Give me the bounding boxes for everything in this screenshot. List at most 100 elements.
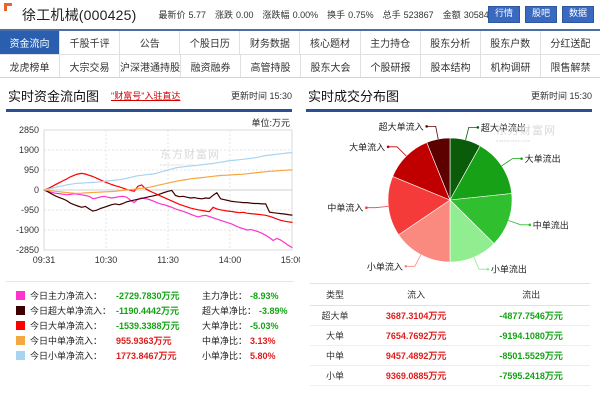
nav-tabs: 资金流向 千股千评 公告 个股日历 财务数据 核心题材 主力持仓 股东分析 股东… [0, 31, 600, 78]
row-inflow: 9457.4892万元 [360, 345, 473, 366]
trade-distribution-title: 实时成交分布图 [308, 88, 400, 104]
fund-flow-panel: 实时资金流向图 "财富号"入驻直达 更新时间 15:30 单位:万元 东方财富网… [0, 78, 303, 386]
table-row: 中单 9457.4892万元 -8501.5529万元 [310, 345, 590, 366]
legend-label-super-large: 今日超大单净流入： [30, 306, 112, 316]
legend-ratio-label-medium: 中单净比： [202, 336, 248, 346]
quote-label-0: 最新价 [158, 10, 186, 20]
row-outflow: -7595.2418万元 [472, 365, 590, 386]
tab-financial-data[interactable]: 财务数据 [240, 31, 301, 54]
flow-table: 类型 流入 流出 超大单 3687.3104万元 -4877.7546万元 大单… [310, 283, 590, 386]
row-type: 中单 [310, 345, 361, 366]
tab-shareholder-count[interactable]: 股东户数 [480, 31, 541, 54]
quote-value-1: 0.00 [236, 10, 254, 20]
legend-value-small: 1773.8467万元 [116, 351, 177, 361]
tab-announcements[interactable]: 公告 [120, 31, 181, 54]
legend-value-super-large: -1190.4442万元 [116, 306, 180, 316]
row-inflow: 9369.0885万元 [360, 365, 473, 386]
tab-block-trades[interactable]: 大宗交易 [60, 55, 120, 77]
table-row: 超大单 3687.3104万元 -4877.7546万元 [310, 305, 590, 326]
update-time: 15:30 [569, 90, 592, 101]
fund-flow-title: 实时资金流向图 [8, 88, 100, 104]
svg-text:09:31: 09:31 [33, 255, 56, 265]
quote-button[interactable]: 行情 [487, 6, 520, 23]
legend-row: 今日主力净流入： -2729.7830万元 主力净比： -8.93% [16, 288, 288, 303]
data-button[interactable]: 数据 [561, 6, 594, 23]
svg-text:11:30: 11:30 [157, 255, 179, 265]
tab-main-holdings[interactable]: 主力持仓 [360, 31, 421, 54]
table-header-row: 类型 流入 流出 [310, 283, 590, 306]
svg-text:超大单流入: 超大单流入 [379, 121, 424, 132]
update-time: 15:30 [269, 90, 292, 101]
legend-ratio-value-small: 5.80% [250, 350, 276, 361]
legend-ratio-value-super-large: -3.89% [259, 305, 288, 316]
tab-core-themes[interactable]: 核心题材 [300, 31, 361, 54]
legend-label-small: 今日小单净流入： [30, 351, 103, 361]
tab-stock-review[interactable]: 千股千评 [60, 31, 121, 54]
quote-value-3: 0.75% [348, 10, 374, 20]
stock-title: 徐工机械(000425) [22, 6, 137, 23]
col-type: 类型 [310, 283, 361, 306]
row-inflow: 7654.7692万元 [360, 325, 473, 346]
svg-text:2850: 2850 [19, 125, 39, 135]
legend-swatch-medium [16, 336, 25, 345]
legend-ratio-label-small: 小单净比： [202, 351, 248, 361]
tab-shareholder-analysis[interactable]: 股东分析 [420, 31, 481, 54]
tab-fund-flow[interactable]: 资金流向 [0, 31, 61, 54]
quote-strip: 最新价 5.77 涨跌 0.00 涨跌幅 0.00% 换手 0.75% 总手 5… [158, 8, 516, 21]
tab-shareholder-meeting[interactable]: 股东大会 [301, 55, 361, 77]
legend-swatch-large [16, 321, 25, 330]
row-inflow: 3687.3104万元 [360, 305, 473, 326]
trade-distribution-update: 更新时间 15:30 [531, 89, 592, 102]
fund-flow-update: 更新时间 15:30 [231, 89, 292, 102]
panels-container: 实时资金流向图 "财富号"入驻直达 更新时间 15:30 单位:万元 东方财富网… [0, 78, 600, 386]
page-header: 徐工机械(000425) 最新价 5.77 涨跌 0.00 涨跌幅 0.00% … [0, 0, 600, 31]
svg-text:10:30: 10:30 [95, 255, 118, 265]
svg-text:-1900: -1900 [16, 225, 39, 235]
legend-swatch-super-large [16, 306, 25, 315]
legend-swatch-small [16, 351, 25, 360]
tab-connect-holdings[interactable]: 沪深港通持股 [120, 55, 181, 77]
legend-ratio-value-main: -8.93% [250, 290, 279, 301]
forum-button[interactable]: 股吧 [524, 6, 557, 23]
table-row: 小单 9369.0885万元 -7595.2418万元 [310, 365, 590, 386]
tab-equity-structure[interactable]: 股本结构 [421, 55, 481, 77]
svg-text:超大单流出: 超大单流出 [481, 122, 526, 133]
tab-institution-research[interactable]: 机构调研 [481, 55, 541, 77]
svg-text:0: 0 [34, 185, 39, 195]
trade-distribution-header: 实时成交分布图 更新时间 15:30 [300, 82, 600, 108]
quote-label-5: 金额 [442, 10, 461, 20]
legend-value-main: -2729.7830万元 [116, 291, 180, 301]
legend-ratio-label-main: 主力净比： [202, 291, 248, 301]
svg-text:大单流入: 大单流入 [349, 141, 385, 152]
row-type: 大单 [310, 325, 361, 346]
fund-flow-header: 实时资金流向图 "财富号"入驻直达 更新时间 15:30 [0, 82, 300, 108]
fund-flow-legend: 今日主力净流入： -2729.7830万元 主力净比： -8.93% 今日超大单… [6, 281, 294, 363]
update-label: 更新时间 [530, 90, 567, 101]
svg-text:15:00: 15:00 [281, 255, 300, 265]
row-outflow: -8501.5529万元 [472, 345, 590, 366]
row-outflow: -9194.1080万元 [472, 325, 590, 346]
legend-ratio-label-large: 大单净比： [202, 321, 248, 331]
fortune-account-link[interactable]: "财富号"入驻直达 [111, 90, 181, 101]
svg-text:大单流出: 大单流出 [525, 153, 561, 164]
legend-value-large: -1539.3388万元 [116, 321, 180, 331]
tab-dividends[interactable]: 分红送配 [540, 31, 600, 54]
row-type: 小单 [310, 365, 361, 386]
quote-label-3: 换手 [327, 10, 346, 20]
tab-dragon-tiger[interactable]: 龙虎榜单 [0, 55, 60, 77]
corner-marker-icon [4, 3, 12, 11]
svg-text:中单流入: 中单流入 [327, 202, 363, 213]
tab-margin-trading[interactable]: 融资融券 [181, 55, 241, 77]
quote-label-2: 涨跌幅 [262, 10, 290, 20]
legend-swatch-main [16, 291, 25, 300]
fund-flow-divider [6, 109, 292, 112]
tab-research-reports[interactable]: 个股研报 [361, 55, 421, 77]
unit-label: 单位:万元 [251, 118, 290, 128]
tab-lockup-expiry[interactable]: 限售解禁 [541, 55, 600, 77]
col-inflow: 流入 [360, 283, 473, 306]
tab-executive-holdings[interactable]: 高管持股 [241, 55, 301, 77]
legend-label-large: 今日大单净流入： [30, 321, 103, 331]
svg-text:-2850: -2850 [16, 245, 39, 255]
tab-stock-calendar[interactable]: 个股日历 [180, 31, 241, 54]
